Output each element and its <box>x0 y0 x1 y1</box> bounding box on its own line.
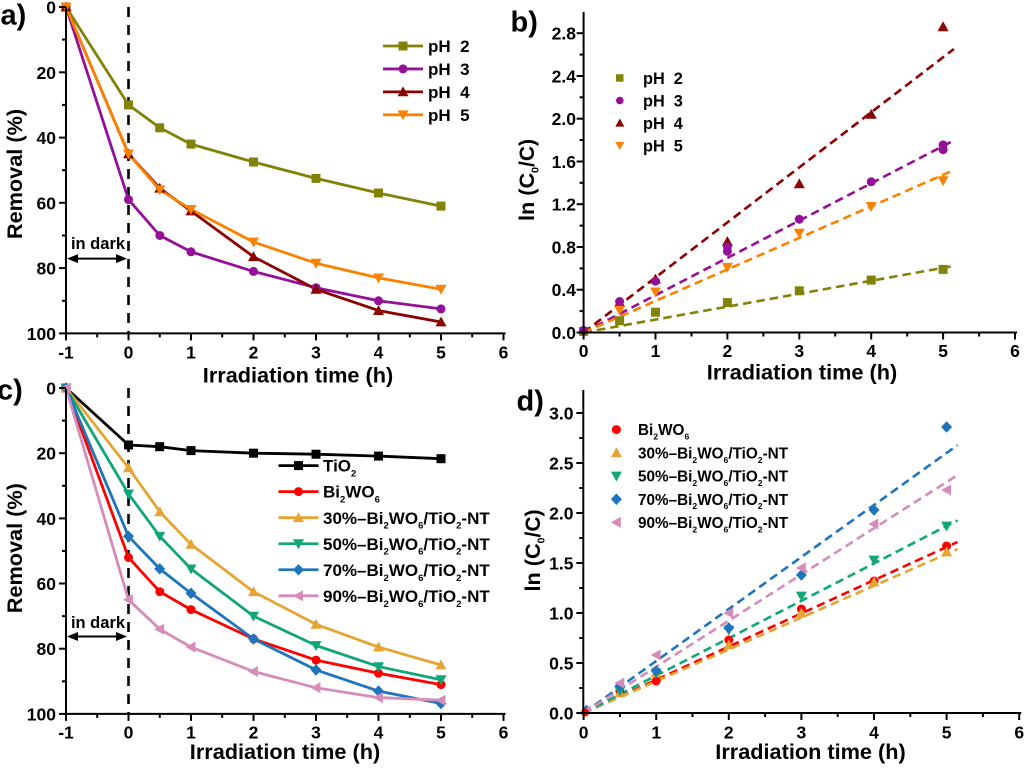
svg-text:in dark: in dark <box>71 235 126 253</box>
svg-text:1.2: 1.2 <box>552 195 577 215</box>
svg-text:30%–Bi2WO6/TiO2-NT: 30%–Bi2WO6/TiO2-NT <box>323 509 490 532</box>
svg-text:0: 0 <box>124 343 134 363</box>
svg-text:3: 3 <box>311 343 321 363</box>
svg-text:70%–Bi2WO6/TiO2-NT: 70%–Bi2WO6/TiO2-NT <box>638 492 789 511</box>
svg-text:TiO2: TiO2 <box>323 457 356 480</box>
svg-text:1: 1 <box>186 723 196 743</box>
svg-text:0.4: 0.4 <box>552 280 577 300</box>
svg-text:3.0: 3.0 <box>549 404 574 424</box>
svg-text:2: 2 <box>723 341 733 361</box>
svg-text:100: 100 <box>27 324 56 344</box>
svg-text:Irradiation time (h): Irradiation time (h) <box>707 360 897 385</box>
svg-text:90%–Bi2WO6/TiO2-NT: 90%–Bi2WO6/TiO2-NT <box>323 587 490 610</box>
svg-text:70%–Bi2WO6/TiO2-NT: 70%–Bi2WO6/TiO2-NT <box>323 561 490 584</box>
svg-text:Removal (%): Removal (%) <box>2 483 27 613</box>
svg-text:6: 6 <box>1010 341 1020 361</box>
svg-text:Irradiation time (h): Irradiation time (h) <box>190 739 380 764</box>
svg-text:pH 4: pH 4 <box>428 83 470 102</box>
svg-text:a): a) <box>1 0 27 32</box>
svg-text:pH 5: pH 5 <box>428 106 470 125</box>
svg-text:0.8: 0.8 <box>552 238 577 258</box>
svg-text:2.4: 2.4 <box>552 67 577 87</box>
svg-text:d): d) <box>517 386 544 418</box>
svg-text:5: 5 <box>436 723 446 743</box>
svg-text:1.6: 1.6 <box>552 152 577 172</box>
svg-text:50%–Bi2WO6/TiO2-NT: 50%–Bi2WO6/TiO2-NT <box>638 469 789 488</box>
svg-text:0: 0 <box>124 723 134 743</box>
svg-text:20: 20 <box>37 444 57 464</box>
svg-text:6: 6 <box>499 723 509 743</box>
svg-text:4: 4 <box>374 343 384 363</box>
svg-text:5: 5 <box>436 343 446 363</box>
svg-text:0: 0 <box>579 341 589 361</box>
svg-text:4: 4 <box>374 723 384 743</box>
svg-text:1: 1 <box>186 343 196 363</box>
svg-text:5: 5 <box>942 723 952 743</box>
svg-text:90%–Bi2WO6/TiO2-NT: 90%–Bi2WO6/TiO2-NT <box>638 515 789 534</box>
svg-text:Removal (%): Removal (%) <box>2 109 27 239</box>
svg-text:2.0: 2.0 <box>549 504 574 524</box>
svg-text:2: 2 <box>249 343 259 363</box>
svg-text:5: 5 <box>938 341 948 361</box>
svg-text:3: 3 <box>794 341 804 361</box>
svg-text:20: 20 <box>37 63 57 83</box>
svg-text:80: 80 <box>37 259 57 279</box>
svg-text:0.0: 0.0 <box>552 323 577 343</box>
svg-text:2.0: 2.0 <box>552 109 577 129</box>
svg-text:6: 6 <box>1014 723 1024 743</box>
svg-text:1.5: 1.5 <box>549 554 574 574</box>
svg-text:0: 0 <box>46 0 56 18</box>
svg-text:-1: -1 <box>58 723 74 743</box>
svg-text:80: 80 <box>37 639 57 659</box>
svg-text:0.5: 0.5 <box>549 654 574 674</box>
svg-text:4: 4 <box>866 341 876 361</box>
svg-text:40: 40 <box>37 128 57 148</box>
svg-text:0.0: 0.0 <box>549 704 574 724</box>
svg-text:30%–Bi2WO6/TiO2-NT: 30%–Bi2WO6/TiO2-NT <box>638 445 789 464</box>
svg-text:c): c) <box>0 375 23 407</box>
svg-text:1: 1 <box>651 723 661 743</box>
svg-text:pH 3: pH 3 <box>643 92 683 110</box>
svg-text:pH 3: pH 3 <box>428 60 470 79</box>
svg-text:2: 2 <box>249 723 259 743</box>
svg-text:0: 0 <box>579 723 589 743</box>
svg-text:4: 4 <box>869 723 879 743</box>
svg-text:pH 5: pH 5 <box>643 137 683 155</box>
svg-text:1.0: 1.0 <box>549 604 574 624</box>
svg-text:2: 2 <box>724 723 734 743</box>
svg-text:Bi2WO6: Bi2WO6 <box>323 483 380 506</box>
svg-text:pH 4: pH 4 <box>643 115 683 133</box>
svg-text:Irradiation time (h): Irradiation time (h) <box>203 363 393 388</box>
svg-text:3: 3 <box>797 723 807 743</box>
svg-text:60: 60 <box>37 574 57 594</box>
svg-text:ln (C0/C): ln (C0/C) <box>520 509 548 591</box>
svg-text:ln (C0/C): ln (C0/C) <box>514 139 542 221</box>
svg-text:40: 40 <box>37 509 57 529</box>
svg-text:6: 6 <box>499 343 509 363</box>
svg-text:b): b) <box>511 7 538 39</box>
svg-text:60: 60 <box>37 193 57 213</box>
svg-text:pH 2: pH 2 <box>643 70 683 88</box>
svg-text:2.8: 2.8 <box>552 24 577 44</box>
svg-text:0: 0 <box>46 379 56 399</box>
svg-text:100: 100 <box>27 704 56 724</box>
svg-text:3: 3 <box>311 723 321 743</box>
svg-text:Irradiation time (h): Irradiation time (h) <box>715 739 905 764</box>
svg-text:-1: -1 <box>58 343 74 363</box>
svg-text:pH 2: pH 2 <box>428 37 470 56</box>
svg-text:in dark: in dark <box>71 614 126 632</box>
svg-text:2.5: 2.5 <box>549 454 574 474</box>
svg-text:Bi2WO6: Bi2WO6 <box>638 422 689 441</box>
svg-text:1: 1 <box>651 341 661 361</box>
svg-text:50%–Bi2WO6/TiO2-NT: 50%–Bi2WO6/TiO2-NT <box>323 535 490 558</box>
